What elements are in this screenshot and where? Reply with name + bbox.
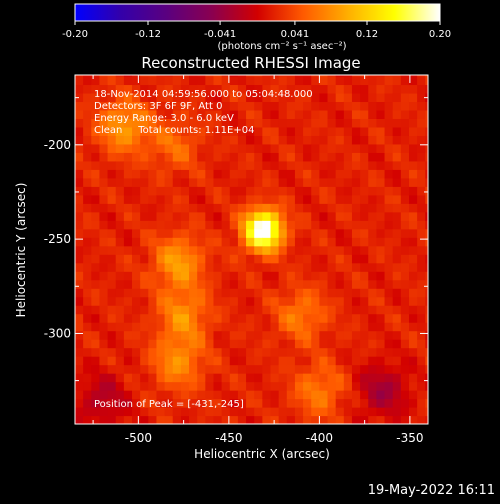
colorbar-tick-label: -0.20 (62, 29, 88, 40)
footer-date: 19-May-2022 16:11 (368, 483, 495, 498)
x-tick-label: -400 (306, 431, 333, 445)
annotation-time-range: 18-Nov-2014 04:59:56.000 to 05:04:48.000 (94, 89, 313, 100)
x-tick-label: -450 (215, 431, 242, 445)
peak-position-label: Position of Peak = [-431,-245] (94, 399, 244, 410)
x-axis-label: Heliocentric X (arcsec) (194, 447, 330, 461)
colorbar-gradient (74, 3, 441, 22)
x-tick-label: -350 (396, 431, 423, 445)
axis-ticks: -500 -450 -400 -350 -200 -250 -300 (44, 75, 428, 445)
heatmap-image (75, 75, 428, 424)
colorbar: -0.20 -0.12 -0.041 0.041 0.12 0.20 (photons c… (62, 3, 451, 52)
colorbar-tick-label: -0.041 (204, 29, 236, 40)
colorbar-tick-label: -0.12 (135, 29, 161, 40)
y-tick-label: -250 (44, 232, 71, 246)
annotation-clean-counts: Clean Total counts: 1.11E+04 (94, 125, 254, 136)
chart-title: Reconstructed RHESSI Image (141, 54, 360, 72)
colorbar-tick-label: 0.041 (281, 29, 310, 40)
annotation-detectors: Detectors: 3F 6F 9F, Att 0 (94, 101, 222, 112)
annotation-energy-range: Energy Range: 3.0 - 6.0 keV (94, 113, 234, 124)
info-annotations: 18-Nov-2014 04:59:56.000 to 05:04:48.000… (94, 89, 313, 136)
colorbar-tick-label: 0.12 (356, 29, 378, 40)
x-tick-label: -500 (125, 431, 152, 445)
y-axis-label: Heliocentric Y (arcsec) (14, 183, 28, 318)
colorbar-units: (photons cm⁻² s⁻¹ asec⁻²) (217, 41, 346, 52)
colorbar-ticks: -0.20 -0.12 -0.041 0.041 0.12 0.20 (62, 21, 451, 40)
colorbar-tick-label: 0.20 (429, 29, 451, 40)
y-tick-label: -200 (44, 138, 71, 152)
y-tick-label: -300 (44, 326, 71, 340)
plot-area: -500 -450 -400 -350 -200 -250 -300 18-Nov-2014… (44, 74, 429, 445)
plot-frame (74, 74, 429, 425)
